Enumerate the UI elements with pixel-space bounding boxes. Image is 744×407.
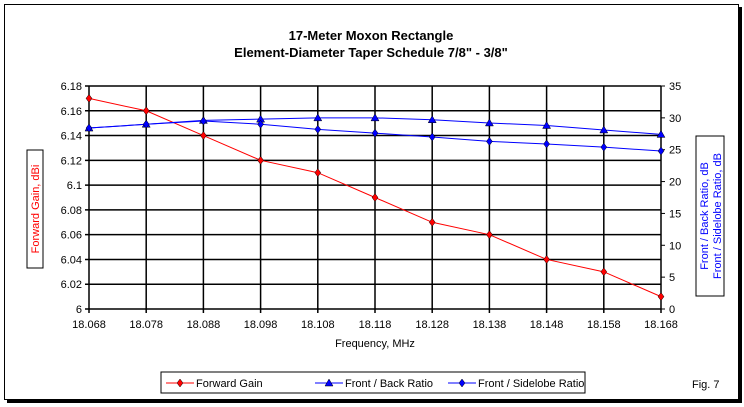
y2-axis-label-1: Front / Back Ratio, dB xyxy=(699,162,711,270)
data-point xyxy=(484,118,494,127)
y2-tick-label: 35 xyxy=(669,81,681,93)
chart-subtitle: Element-Diameter Taper Schedule 7/8" - 3… xyxy=(234,45,508,60)
x-tick-label: 18.138 xyxy=(473,319,507,331)
data-point xyxy=(428,217,436,227)
x-tick-label: 18.078 xyxy=(129,319,163,331)
data-point xyxy=(543,139,550,149)
legend-label: Front / Back Ratio xyxy=(345,378,433,390)
y-tick-label: 6.08 xyxy=(61,205,82,217)
data-point xyxy=(600,142,608,152)
y2-axis-label-2: Front / Sidelobe Ratio, dB xyxy=(712,153,724,279)
x-tick-label: 18.148 xyxy=(530,319,564,331)
legend: Forward Gain Front / Back Ratio Front / Si… xyxy=(160,371,586,394)
y-tick-label: 6.04 xyxy=(61,254,82,266)
data-point xyxy=(599,125,609,134)
figure-label: Fig. 7 xyxy=(692,379,720,391)
data-point xyxy=(314,168,322,178)
legend-marker xyxy=(458,378,466,388)
x-tick-label: 18.098 xyxy=(244,319,278,331)
x-tick-label: 18.118 xyxy=(359,319,392,331)
legend-label: Forward Gain xyxy=(196,378,263,390)
data-point xyxy=(257,119,264,129)
y2-tick-label: 25 xyxy=(669,145,681,157)
legend-label: Front / Sidelobe Ratio xyxy=(478,378,584,390)
legend-marker xyxy=(324,378,334,387)
data-point xyxy=(428,132,436,142)
data-point xyxy=(656,129,666,138)
y-axis-label-box xyxy=(26,149,44,269)
y-tick-label: 6.1 xyxy=(67,180,82,192)
y2-tick-label: 5 xyxy=(669,272,675,284)
data-point xyxy=(657,292,665,302)
y2-tick-label: 10 xyxy=(669,240,681,252)
data-point xyxy=(427,115,437,124)
y2-tick-label: 30 xyxy=(669,113,681,125)
y-tick-label: 6.14 xyxy=(61,131,82,143)
data-point xyxy=(142,106,150,116)
y2-tick-label: 15 xyxy=(669,208,681,220)
data-point xyxy=(200,131,207,140)
legend-marker xyxy=(176,378,184,388)
x-tick-label: 18.108 xyxy=(301,319,335,331)
data-point xyxy=(142,119,150,129)
data-point xyxy=(200,116,207,126)
y-tick-label: 6.16 xyxy=(61,106,82,118)
data-point xyxy=(371,128,379,138)
x-tick-label: 18.168 xyxy=(644,319,678,331)
y-axis-label: Forward Gain, dBi xyxy=(30,165,42,254)
y2-tick-label: 20 xyxy=(669,177,681,189)
data-point xyxy=(486,230,493,240)
data-point xyxy=(257,155,264,165)
y-tick-label: 6.12 xyxy=(61,155,82,167)
data-point xyxy=(600,267,608,277)
data-point xyxy=(85,93,93,103)
x-axis-label: Frequency, MHz xyxy=(335,338,415,350)
x-tick-label: 18.128 xyxy=(415,319,449,331)
data-point xyxy=(370,113,380,122)
data-point xyxy=(313,113,323,122)
y-tick-label: 6 xyxy=(76,304,82,316)
x-tick-label: 18.068 xyxy=(72,319,106,331)
data-point xyxy=(371,193,379,202)
x-tick-label: 18.158 xyxy=(587,319,621,331)
y2-tick-label: 0 xyxy=(669,304,675,316)
x-tick-label: 18.088 xyxy=(187,319,221,331)
data-point xyxy=(314,124,322,134)
chart-frame xyxy=(4,4,739,400)
y-tick-label: 6.18 xyxy=(61,81,82,93)
y-tick-label: 6.02 xyxy=(61,279,82,291)
data-point xyxy=(85,123,93,133)
y-tick-label: 6.06 xyxy=(61,230,82,242)
data-point xyxy=(486,137,493,146)
data-point xyxy=(542,120,552,129)
data-point xyxy=(543,255,550,264)
data-point xyxy=(657,146,665,156)
y2-axis-label-box xyxy=(695,135,725,297)
chart-title: 17-Meter Moxon Rectangle xyxy=(289,28,454,43)
